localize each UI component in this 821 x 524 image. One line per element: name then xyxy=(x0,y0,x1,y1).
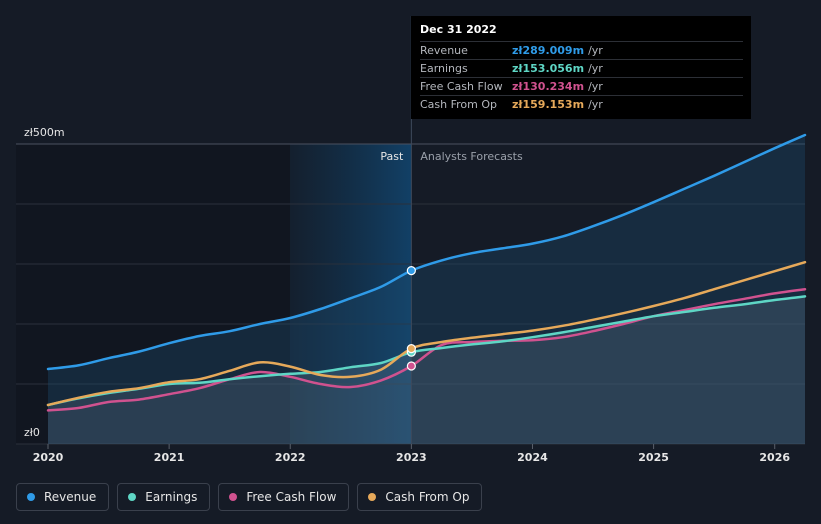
legend-label: Revenue xyxy=(44,490,97,504)
series-line-earnings xyxy=(46,295,807,407)
x-tick-label: 2023 xyxy=(396,451,427,464)
tooltip-label: Revenue xyxy=(420,44,468,57)
financial-chart: zł500m zł0 Past Analysts Forecasts 2020 2… xyxy=(16,16,807,464)
tooltip-value: zł130.234m xyxy=(512,80,585,93)
revenue-area xyxy=(48,135,805,444)
x-tick-label: 2025 xyxy=(638,451,669,464)
past-highlight-region xyxy=(290,144,411,444)
marker-cash-from-op xyxy=(406,344,416,354)
series-lines xyxy=(46,133,807,412)
tooltip-label: Earnings xyxy=(420,62,468,75)
tooltip-label: Free Cash Flow xyxy=(420,80,503,93)
tooltip-unit: /yr xyxy=(588,62,603,75)
marker-revenue xyxy=(406,266,416,276)
series-markers xyxy=(406,266,416,371)
marker-free-cash-flow xyxy=(406,361,416,371)
y-tick-label-max: zł500m xyxy=(24,126,65,139)
forecast-label: Analysts Forecasts xyxy=(420,150,523,163)
tooltip-value: zł153.056m xyxy=(512,62,585,75)
tooltip-unit: /yr xyxy=(588,44,603,57)
x-axis-ticks: 2020 2021 2022 2023 2024 2025 2026 xyxy=(33,444,790,464)
earnings-area xyxy=(48,296,805,444)
legend-label: Earnings xyxy=(145,490,198,504)
x-tick-label: 2024 xyxy=(517,451,548,464)
legend-item-cash-from-op[interactable]: Cash From Op xyxy=(357,483,483,511)
series-line-free-cash-flow xyxy=(46,287,807,412)
tooltip-value: zł159.153m xyxy=(512,98,585,111)
tooltip-row-revenue: Revenue zł289.009m /yr xyxy=(420,41,743,59)
legend-dot-icon xyxy=(27,493,35,501)
legend-item-revenue[interactable]: Revenue xyxy=(16,483,110,511)
legend-dot-icon xyxy=(128,493,137,501)
legend-label: Cash From Op xyxy=(385,490,470,504)
series-areas xyxy=(48,135,805,444)
data-tooltip: Dec 31 2022 Revenue zł289.009m /yr Earni… xyxy=(411,16,751,119)
x-tick-label: 2022 xyxy=(275,451,306,464)
tooltip-unit: /yr xyxy=(588,80,603,93)
past-shade-dark xyxy=(16,144,290,444)
chart-legend: Revenue Earnings Free Cash Flow Cash Fro… xyxy=(16,483,483,511)
y-tick-label-min: zł0 xyxy=(24,426,40,439)
tooltip-row-earnings: Earnings zł153.056m /yr xyxy=(420,59,743,77)
legend-label: Free Cash Flow xyxy=(246,490,337,504)
x-tick-label: 2020 xyxy=(33,451,64,464)
legend-item-free-cash-flow[interactable]: Free Cash Flow xyxy=(218,483,350,511)
tooltip-unit: /yr xyxy=(588,98,603,111)
tooltip-label: Cash From Op xyxy=(420,98,498,111)
past-label: Past xyxy=(380,150,404,163)
x-tick-label: 2026 xyxy=(759,451,790,464)
x-tick-label: 2021 xyxy=(154,451,185,464)
legend-dot-icon xyxy=(368,493,377,501)
legend-dot-icon xyxy=(229,493,238,501)
tooltip-row-free-cash-flow: Free Cash Flow zł130.234m /yr xyxy=(420,77,743,95)
legend-item-earnings[interactable]: Earnings xyxy=(117,483,211,511)
gridlines xyxy=(16,143,805,445)
series-line-revenue xyxy=(46,133,807,371)
tooltip-date: Dec 31 2022 xyxy=(420,23,497,36)
tooltip-row-cash-from-op: Cash From Op zł159.153m /yr xyxy=(420,95,743,113)
tooltip-value: zł289.009m xyxy=(512,44,585,57)
series-line-cash-from-op xyxy=(46,260,807,407)
